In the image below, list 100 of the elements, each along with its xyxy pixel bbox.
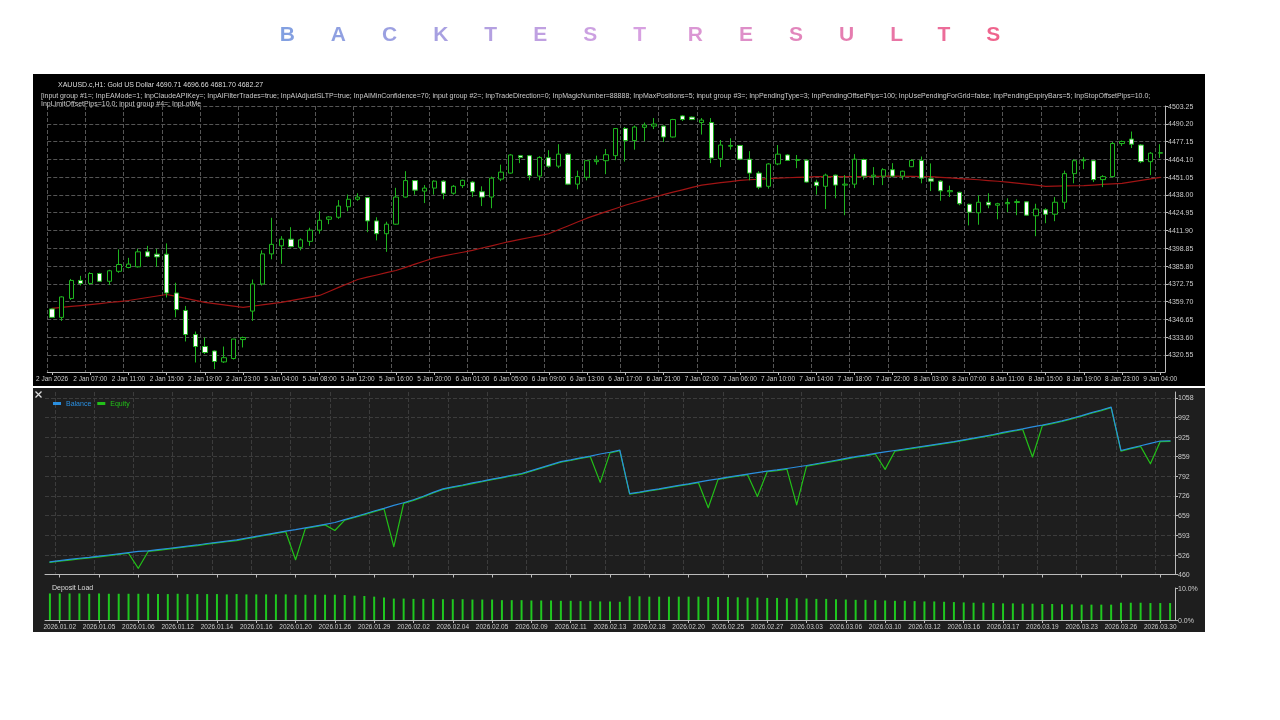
bar xyxy=(667,596,670,620)
candlestick xyxy=(1043,207,1048,224)
bar xyxy=(638,596,641,620)
candlestick xyxy=(240,336,246,348)
bar xyxy=(648,596,651,620)
bar xyxy=(343,595,346,620)
bar xyxy=(707,596,710,620)
candlestick xyxy=(613,127,618,161)
bar xyxy=(1011,603,1014,620)
candlestick xyxy=(766,162,771,190)
candlestick xyxy=(556,143,561,169)
bar xyxy=(117,593,120,620)
bar xyxy=(559,600,562,620)
candlestick xyxy=(384,221,389,253)
candlestick xyxy=(947,185,953,198)
candlestick xyxy=(460,179,465,189)
candlestick xyxy=(603,148,609,175)
candlestick xyxy=(326,215,332,225)
bar xyxy=(78,593,81,620)
bar xyxy=(1051,604,1054,620)
bar xyxy=(854,599,857,620)
bar xyxy=(962,602,965,620)
candlestick xyxy=(126,257,131,269)
bar xyxy=(658,596,661,620)
candlestick xyxy=(193,331,198,363)
candlestick xyxy=(728,137,733,151)
bar xyxy=(1041,604,1044,620)
bar xyxy=(1031,603,1034,620)
candlestick xyxy=(508,153,513,175)
candlestick xyxy=(890,162,895,178)
candlestick xyxy=(1158,143,1163,159)
candlestick xyxy=(107,269,112,286)
bar xyxy=(579,601,582,620)
candlestick xyxy=(1005,197,1010,213)
bar xyxy=(1139,602,1142,620)
candlestick xyxy=(689,116,695,121)
candlestick xyxy=(1091,159,1096,183)
bar xyxy=(510,600,513,620)
bar xyxy=(805,598,808,620)
bar xyxy=(835,599,837,620)
bar xyxy=(746,597,749,620)
candlestick xyxy=(393,187,399,226)
candlestick xyxy=(680,114,685,122)
bar xyxy=(520,600,523,620)
candlestick xyxy=(518,154,523,164)
candlestick xyxy=(489,176,494,209)
bar xyxy=(176,593,179,620)
candlestick xyxy=(527,154,532,181)
candlestick xyxy=(670,118,676,139)
candlestick xyxy=(642,122,647,142)
bar xyxy=(913,601,916,620)
candlestick xyxy=(1110,141,1115,178)
bar xyxy=(992,603,995,620)
candlestick xyxy=(97,272,102,283)
candlestick xyxy=(623,126,628,163)
candlestick xyxy=(231,338,236,360)
bar xyxy=(736,597,739,620)
candlestick xyxy=(355,192,360,202)
bar xyxy=(147,593,150,620)
bar xyxy=(923,601,926,620)
candlestick xyxy=(317,210,322,235)
bar xyxy=(952,602,955,620)
candlestick xyxy=(1119,140,1125,147)
bar xyxy=(982,602,985,620)
candlestick xyxy=(498,164,504,182)
bar xyxy=(491,599,494,620)
bar xyxy=(48,593,51,620)
candlestick xyxy=(441,179,446,200)
candlestick xyxy=(747,150,752,181)
candlestick xyxy=(575,170,580,190)
candlestick xyxy=(135,248,141,269)
bar xyxy=(589,601,592,620)
candlestick xyxy=(174,282,179,318)
candlestick xyxy=(116,248,122,274)
bar xyxy=(265,594,268,620)
bar xyxy=(186,594,189,620)
bar xyxy=(825,598,828,620)
candlestick xyxy=(88,271,93,286)
candlestick xyxy=(202,337,208,355)
candlestick xyxy=(709,117,714,164)
bar xyxy=(383,597,385,620)
candlestick xyxy=(986,192,991,209)
bar xyxy=(422,598,425,620)
candlestick xyxy=(336,199,341,220)
candlestick xyxy=(374,216,379,241)
bar xyxy=(137,593,140,620)
candlestick xyxy=(756,170,762,190)
bar xyxy=(1129,602,1132,620)
bar xyxy=(864,599,867,620)
candlestick xyxy=(1081,156,1086,170)
bar xyxy=(294,594,297,620)
candlestick xyxy=(594,155,599,166)
candlestick xyxy=(995,202,1000,220)
bar xyxy=(569,600,572,620)
candlestick xyxy=(78,275,83,286)
candlestick xyxy=(1072,158,1077,184)
candlestick xyxy=(49,307,55,319)
candlestick xyxy=(861,158,867,181)
candlestick xyxy=(288,226,294,248)
bar xyxy=(599,601,602,620)
